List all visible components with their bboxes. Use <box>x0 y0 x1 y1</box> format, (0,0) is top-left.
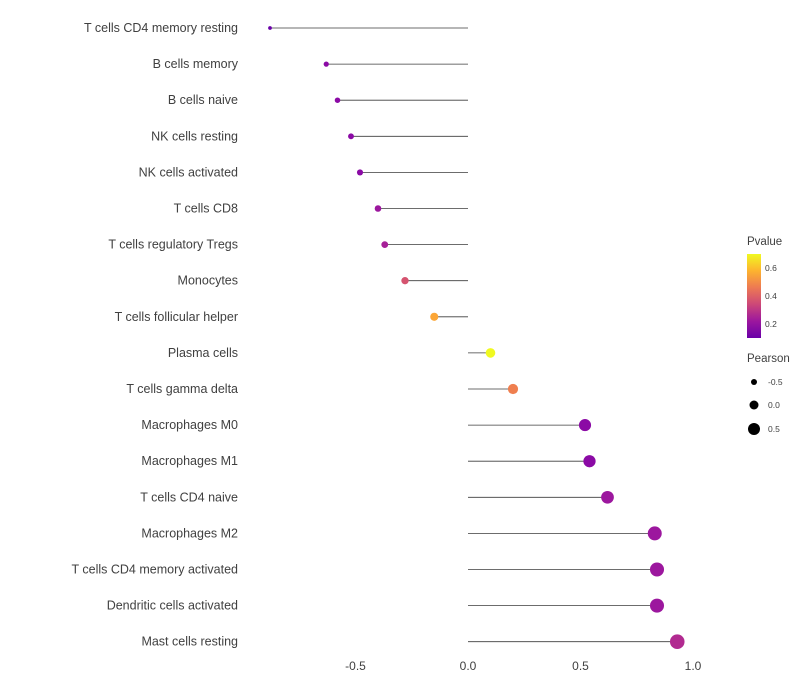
pearson-size-dot <box>749 400 759 410</box>
lollipop-dot <box>649 598 665 613</box>
category-label: T cells gamma delta <box>126 382 238 396</box>
pvalue-colorbar <box>747 254 761 338</box>
pvalue-tick-label: 0.2 <box>765 319 777 329</box>
lollipop-dot <box>647 526 662 541</box>
pearson-legend-title: Pearson <box>747 353 790 365</box>
lollipop-dot <box>334 97 341 103</box>
category-label: T cells regulatory Tregs <box>108 238 238 252</box>
category-label: Monocytes <box>178 274 238 288</box>
pvalue-tick-label: 0.4 <box>765 291 777 301</box>
legend: Pvalue 0.6 0.4 0.2 Pearson -0.5 0.0 0.5 <box>747 236 790 435</box>
pearson-size-dot <box>748 423 760 435</box>
lollipop-dot <box>601 490 614 504</box>
lollipop-dot <box>374 205 382 212</box>
category-label: B cells naive <box>168 93 238 107</box>
category-label: T cells CD4 naive <box>140 490 238 504</box>
category-label: Macrophages M0 <box>141 418 238 432</box>
category-label: T cells CD8 <box>174 202 238 216</box>
plot-area: T cells CD4 memory resting B cells memory… <box>72 21 702 673</box>
lollipop-dot <box>669 634 685 649</box>
x-tick-label: 1.0 <box>685 659 702 673</box>
x-tick-label: 0.5 <box>572 659 589 673</box>
pearson-tick-label: 0.5 <box>768 424 780 434</box>
pvalue-tick-label: 0.6 <box>765 263 777 273</box>
x-tick-label: -0.5 <box>345 659 366 673</box>
category-label: Macrophages M2 <box>141 526 238 540</box>
lollipop-dot <box>323 61 329 67</box>
category-label: Macrophages M1 <box>141 454 238 468</box>
pvalue-legend-title: Pvalue <box>747 236 782 248</box>
category-label: Mast cells resting <box>141 635 238 649</box>
x-tick-label: 0.0 <box>460 659 477 673</box>
category-label: T cells CD4 memory activated <box>72 563 239 577</box>
lollipop-dot <box>485 348 496 358</box>
lollipop-dot <box>583 455 596 468</box>
category-label: NK cells activated <box>139 165 238 179</box>
lollipop-dot <box>356 169 364 176</box>
pearson-tick-label: -0.5 <box>768 377 783 387</box>
pearson-tick-label: 0.0 <box>768 400 780 410</box>
pearson-size-dot <box>751 379 757 385</box>
category-label: Plasma cells <box>168 346 238 360</box>
category-label: Dendritic cells activated <box>107 599 238 613</box>
category-label: NK cells resting <box>151 129 238 143</box>
lollipop-dot <box>268 26 272 30</box>
lollipop-dot <box>649 562 665 577</box>
lollipop-dot <box>507 383 519 395</box>
category-label: T cells CD4 memory resting <box>84 21 238 35</box>
lollipop-dot <box>348 133 354 140</box>
lollipop-dot <box>430 312 439 321</box>
lollipop-dot <box>381 241 389 248</box>
lollipop-dot <box>401 277 409 285</box>
category-label: T cells follicular helper <box>115 310 238 324</box>
lollipop-dot <box>578 419 592 432</box>
category-label: B cells memory <box>153 57 239 71</box>
